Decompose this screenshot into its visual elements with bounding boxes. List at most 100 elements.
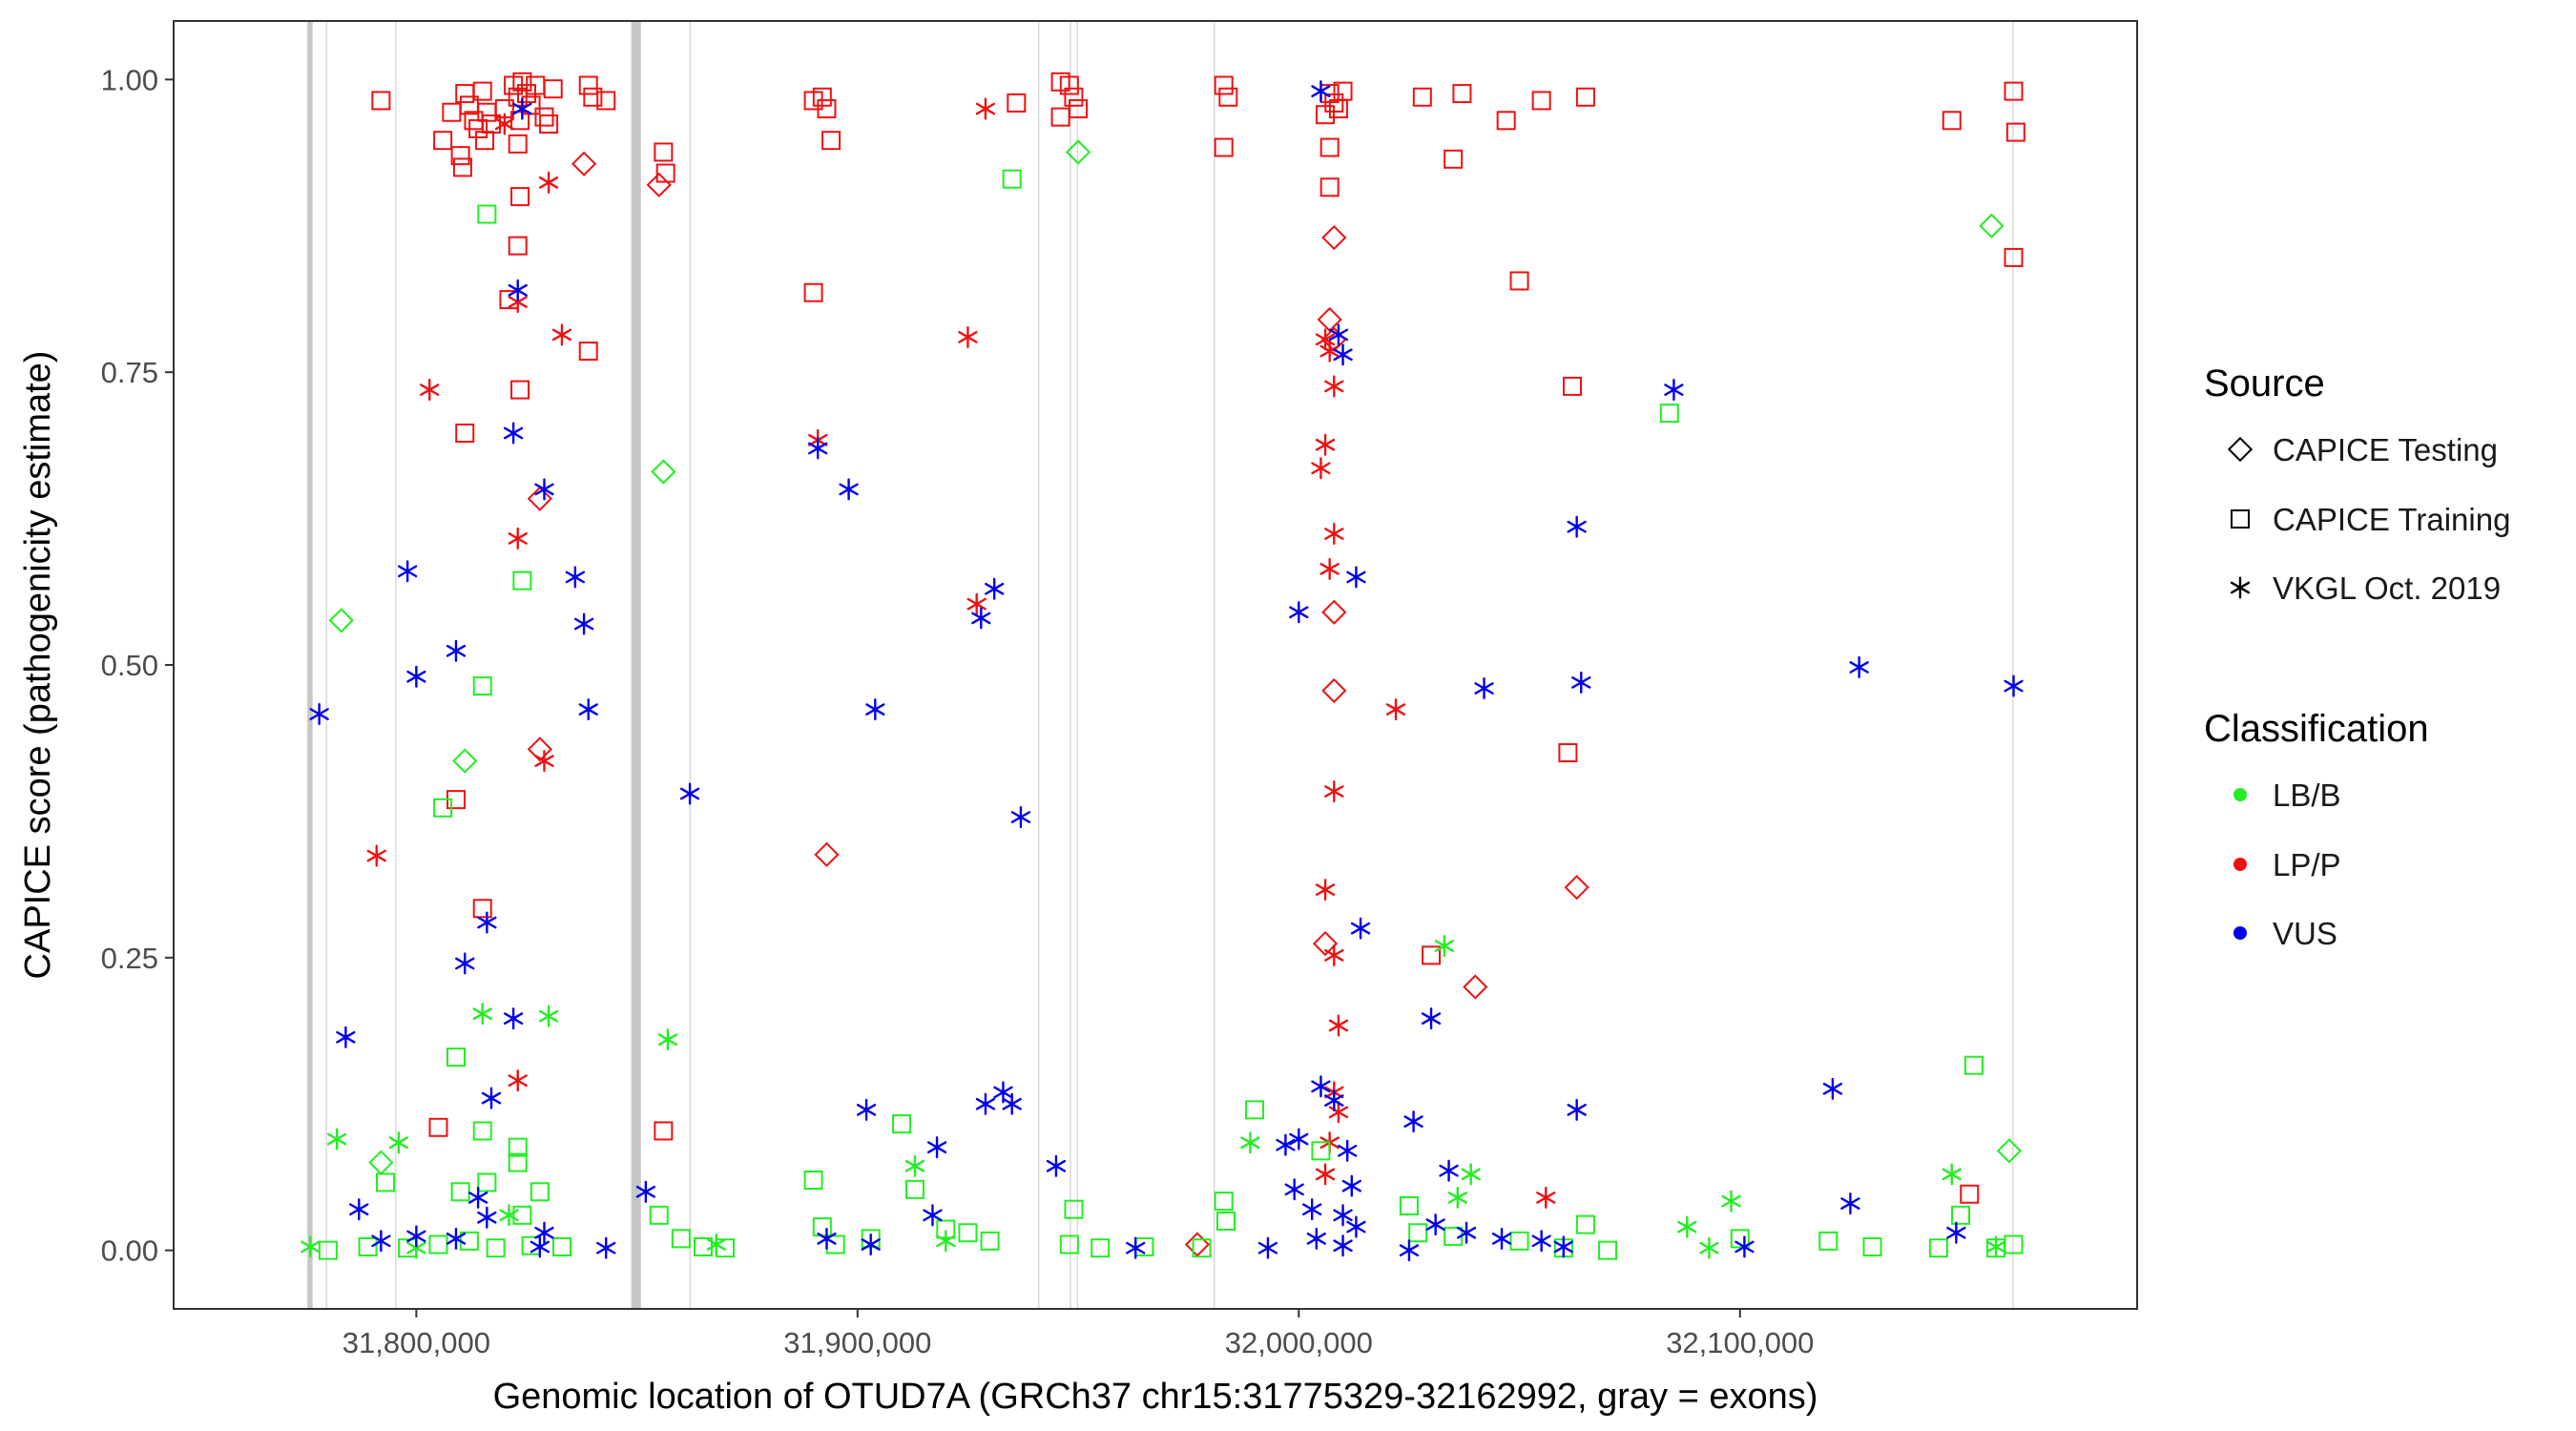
data-point — [477, 204, 497, 224]
data-point — [1699, 1236, 1719, 1259]
data-point — [1289, 601, 1309, 624]
data-point — [538, 1005, 559, 1027]
data-point — [1447, 1186, 1467, 1209]
data-point — [1010, 805, 1031, 829]
data-point — [1312, 930, 1339, 957]
data-point — [1425, 1213, 1445, 1236]
data-point — [671, 1229, 691, 1249]
data-point — [1444, 149, 1464, 169]
data-point — [551, 323, 572, 346]
data-point — [679, 782, 700, 805]
data-point — [527, 486, 552, 511]
data-point — [1567, 515, 1587, 538]
data-point — [503, 422, 524, 445]
data-point — [388, 1131, 409, 1154]
data-point — [527, 736, 552, 762]
data-point — [1721, 1190, 1741, 1213]
data-point — [596, 1236, 616, 1259]
data-point — [486, 1238, 506, 1258]
data-point — [530, 1235, 551, 1258]
data-point — [1553, 1235, 1573, 1258]
data-point — [706, 1233, 727, 1256]
data-point — [936, 1230, 956, 1253]
data-point — [1245, 1100, 1265, 1120]
data-point — [1509, 1231, 1529, 1251]
data-point — [1942, 1163, 1962, 1186]
data-point — [1284, 1178, 1304, 1201]
legend-class-key-dot — [2233, 858, 2247, 871]
data-point — [1818, 1231, 1839, 1251]
legend-classification-title: Classification — [2204, 708, 2429, 750]
data-point — [814, 841, 840, 867]
data-point — [508, 1152, 528, 1172]
data-point — [512, 72, 532, 92]
data-point — [1324, 779, 1344, 803]
data-point — [646, 172, 672, 197]
data-point — [654, 142, 674, 162]
data-point — [1979, 213, 2005, 238]
data-point — [1531, 1230, 1551, 1253]
legend-class-label-vus: VUS — [2273, 916, 2337, 951]
legend-source-label-training: CAPICE Training — [2273, 502, 2510, 537]
data-point — [1564, 875, 1589, 901]
data-point — [1571, 671, 1591, 694]
data-point — [508, 527, 528, 550]
data-point — [2004, 1234, 2024, 1255]
exon-band — [631, 21, 641, 1309]
data-point — [1333, 1234, 1353, 1257]
y-tick-label: 0.00 — [101, 1234, 158, 1268]
plot-panel-background — [174, 21, 2137, 1309]
x-tick-label: 32,000,000 — [1225, 1326, 1373, 1359]
data-point — [1126, 1236, 1146, 1259]
data-point — [472, 899, 492, 919]
data-point — [578, 342, 598, 362]
data-point — [539, 114, 559, 134]
data-point — [1315, 328, 1336, 351]
data-point — [1840, 1192, 1860, 1215]
data-point — [1215, 1211, 1236, 1231]
data-point — [1659, 404, 1679, 424]
data-point — [1321, 599, 1347, 625]
data-point — [958, 325, 978, 348]
data-point — [1575, 1214, 1595, 1234]
data-point — [1399, 1239, 1420, 1262]
data-point — [1474, 676, 1494, 700]
data-point — [1059, 1234, 1079, 1255]
data-point — [865, 698, 885, 721]
exon-band — [307, 21, 313, 1309]
data-point — [1422, 945, 1442, 965]
data-point — [375, 1172, 395, 1192]
data-point — [1319, 557, 1340, 580]
data-point — [1306, 1227, 1326, 1250]
data-point — [861, 1233, 881, 1256]
data-point — [635, 1180, 656, 1203]
data-point — [510, 187, 530, 207]
data-point — [1315, 1163, 1336, 1186]
data-point — [397, 560, 418, 583]
data-point — [1333, 343, 1353, 366]
data-point — [2005, 122, 2025, 142]
data-point — [472, 1003, 492, 1026]
data-point — [1064, 87, 1084, 107]
legend-class-key-dot — [2233, 788, 2247, 801]
data-point — [1257, 1236, 1278, 1259]
data-point — [420, 379, 440, 402]
data-point — [1319, 177, 1340, 197]
data-point — [1319, 340, 1340, 363]
data-point — [450, 146, 470, 166]
data-point — [309, 702, 329, 726]
data-point — [1311, 80, 1331, 103]
axes: 0.00 0.25 0.50 0.75 1.00 31,800,000 31,900,000… — [101, 63, 1815, 1359]
data-point — [1240, 1131, 1260, 1154]
exon-band — [1076, 21, 1079, 1309]
data-point — [1302, 1198, 1322, 1221]
data-point — [1509, 271, 1529, 291]
data-point — [481, 1087, 502, 1110]
data-point — [966, 592, 987, 615]
data-point — [1951, 1205, 1971, 1225]
data-point — [472, 676, 492, 696]
data-point — [1346, 566, 1366, 589]
data-point — [596, 91, 616, 111]
data-point — [1942, 111, 1962, 131]
legend-class-key-dot — [2233, 926, 2247, 940]
